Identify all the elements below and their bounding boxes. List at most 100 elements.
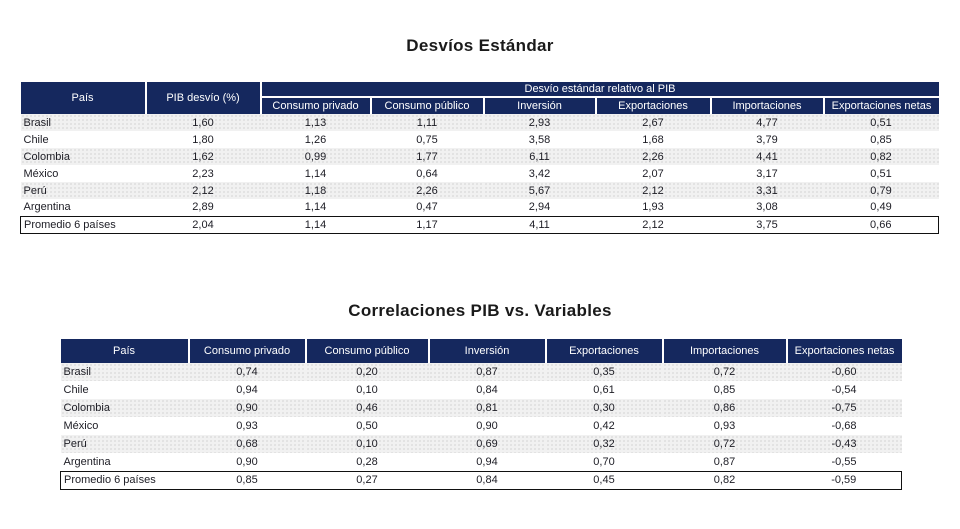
- column-header-consumo-publico: Consumo público: [370, 97, 485, 114]
- value-cell: 0,94: [236, 384, 258, 396]
- correlations-table: País Consumo privado Consumo público Inv…: [60, 339, 902, 490]
- value-cell: 0,72: [662, 435, 787, 453]
- value-cell: 0,10: [305, 435, 429, 453]
- value-cell: 1,62: [145, 148, 261, 165]
- value-cell: 2,93: [483, 114, 596, 131]
- value-cell: 1,11: [370, 114, 484, 131]
- value-cell: 2,12: [595, 215, 711, 234]
- std-dev-table-header: País PIB desvío (%) Desvío estándar rela…: [20, 82, 939, 114]
- value-cell: 0,47: [416, 201, 438, 214]
- value-cell: 0,90: [476, 420, 498, 432]
- value-cell: 0,46: [305, 399, 429, 417]
- column-header-pais: País: [60, 339, 190, 363]
- table-row: Brasil 1,60 1,13 1,11 2,93 2,67 4,77 0,5…: [20, 114, 939, 131]
- value-cell: 1,80: [192, 133, 214, 146]
- value-cell: 0,27: [305, 470, 429, 490]
- value-cell: 2,04: [145, 215, 261, 234]
- value-cell: -0,60: [786, 363, 902, 381]
- value-cell: 1,14: [304, 201, 327, 214]
- value-cell: 0,85: [713, 384, 736, 396]
- value-cell: 0,87: [713, 455, 736, 468]
- column-header-exportaciones: Exportaciones: [595, 97, 712, 114]
- column-header-consumo-publico: Consumo público: [305, 339, 430, 363]
- country-cell: Argentina: [63, 455, 111, 468]
- country-cell: Perú: [20, 182, 146, 199]
- value-cell: -0,55: [831, 455, 857, 468]
- value-cell: 0,45: [545, 470, 663, 490]
- value-cell: 0,75: [416, 133, 438, 146]
- value-cell: 0,90: [188, 399, 306, 417]
- value-cell: 0,70: [593, 455, 615, 468]
- column-header-pib-desvio: PIB desvío (%): [145, 82, 262, 114]
- total-row: Promedio 6 países 0,85 0,27 0,84 0,45 0,…: [60, 470, 902, 490]
- value-cell: 2,89: [192, 201, 214, 214]
- value-cell: 0,30: [545, 399, 663, 417]
- value-cell: 0,61: [593, 384, 615, 396]
- table-row: Colombia 1,62 0,99 1,77 6,11 2,26 4,41 0…: [20, 148, 939, 165]
- column-header-exportaciones-netas: Exportaciones netas: [786, 339, 902, 363]
- country-cell: Promedio 6 países: [20, 215, 146, 234]
- country-cell: Brasil: [60, 363, 189, 381]
- value-cell: 0,82: [662, 470, 787, 490]
- value-cell: 1,77: [370, 148, 484, 165]
- value-cell: 0,99: [260, 148, 371, 165]
- correlations-table-header: País Consumo privado Consumo público Inv…: [60, 339, 902, 363]
- std-dev-table-title: Desvíos Estándar: [406, 36, 554, 55]
- value-cell: 0,66: [823, 215, 940, 234]
- value-cell: 6,11: [483, 148, 596, 165]
- value-cell: 0,79: [823, 182, 939, 199]
- value-cell: 0,28: [356, 455, 378, 468]
- value-cell: 0,42: [593, 420, 615, 432]
- value-cell: 2,26: [595, 148, 711, 165]
- value-cell: -0,54: [831, 384, 857, 396]
- column-header-importaciones: Importaciones: [710, 97, 825, 114]
- value-cell: 0,72: [662, 363, 787, 381]
- country-cell: Chile: [63, 384, 89, 396]
- value-cell: -0,59: [786, 470, 902, 490]
- table-row: México 0,93 0,50 0,90 0,42 0,93 -0,68: [61, 417, 902, 435]
- table-row: México 2,23 1,14 0,64 3,42 2,07 3,17 0,5…: [21, 165, 939, 182]
- group-header-desvio-relativo: Desvío estándar relativo al PIB: [260, 82, 939, 98]
- value-cell: 2,07: [642, 167, 664, 180]
- value-cell: 4,11: [483, 215, 596, 234]
- value-cell: 1,60: [145, 114, 261, 131]
- value-cell: 0,90: [236, 455, 258, 468]
- total-row: Promedio 6 países 2,04 1,14 1,17 4,11 2,…: [20, 215, 940, 234]
- value-cell: 5,67: [483, 182, 596, 199]
- value-cell: 0,74: [188, 363, 306, 381]
- column-header-pais: País: [20, 82, 147, 114]
- table-row: Perú 0,68 0,10 0,69 0,32 0,72 -0,43: [60, 435, 902, 453]
- value-cell: 0,51: [870, 167, 892, 180]
- value-cell: 0,64: [416, 167, 438, 180]
- value-cell: -0,75: [786, 399, 902, 417]
- value-cell: 2,67: [595, 114, 711, 131]
- value-cell: 3,75: [710, 215, 824, 234]
- table-row: Colombia 0,90 0,46 0,81 0,30 0,86 -0,75: [60, 399, 902, 417]
- value-cell: 0,20: [305, 363, 429, 381]
- value-cell: 0,86: [662, 399, 787, 417]
- table-row: Brasil 0,74 0,20 0,87 0,35 0,72 -0,60: [60, 363, 902, 381]
- column-header-inversion: Inversión: [428, 339, 547, 363]
- table-row: Argentina 0,90 0,28 0,94 0,70 0,87 -0,55: [61, 453, 902, 471]
- value-cell: 1,17: [370, 215, 484, 234]
- value-cell: 3,79: [756, 133, 778, 146]
- value-cell: 0,84: [476, 384, 498, 396]
- value-cell: 1,68: [642, 133, 664, 146]
- country-cell: México: [63, 420, 99, 432]
- value-cell: 2,23: [192, 167, 214, 180]
- value-cell: -0,68: [831, 420, 857, 432]
- value-cell: 0,68: [188, 435, 306, 453]
- value-cell: 3,58: [528, 133, 551, 146]
- value-cell: 3,17: [756, 167, 778, 180]
- value-cell: 0,81: [428, 399, 546, 417]
- value-cell: -0,43: [786, 435, 902, 453]
- value-cell: 2,12: [145, 182, 261, 199]
- value-cell: 4,41: [710, 148, 824, 165]
- header-row: País Consumo privado Consumo público Inv…: [60, 339, 902, 363]
- value-cell: 0,84: [428, 470, 546, 490]
- column-header-consumo-privado: Consumo privado: [260, 97, 372, 114]
- value-cell: 2,26: [370, 182, 484, 199]
- table-row: Chile 0,94 0,10 0,84 0,61 0,85 -0,54: [61, 381, 902, 399]
- country-cell: Perú: [60, 435, 189, 453]
- value-cell: 0,10: [356, 384, 378, 396]
